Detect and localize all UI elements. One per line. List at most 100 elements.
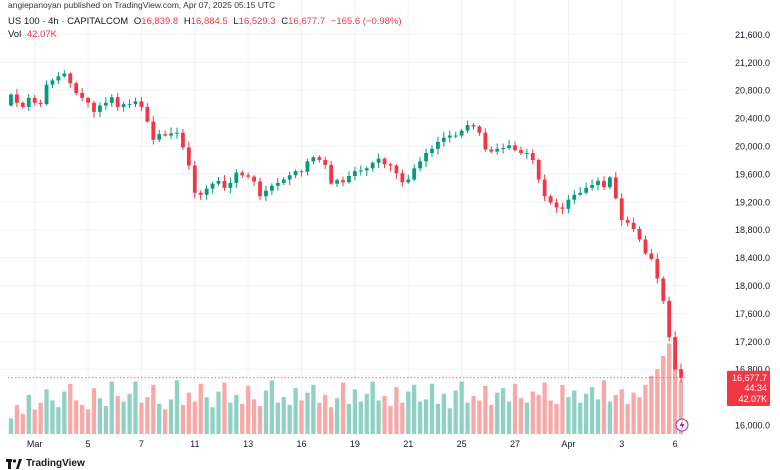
candle-body: [661, 278, 666, 301]
y-tick-label: 19,600.0: [735, 169, 770, 179]
volume-bar: [471, 396, 476, 434]
volume-bar: [251, 399, 257, 434]
volume-bar: [584, 393, 589, 434]
candle-body: [370, 162, 375, 169]
volume-bar: [489, 404, 494, 434]
candles: [9, 70, 683, 383]
candle-body: [465, 125, 470, 131]
candle-body: [424, 152, 428, 162]
candle-body: [305, 161, 310, 172]
candle-body: [222, 180, 227, 188]
candle-body: [655, 259, 660, 279]
candle-body: [293, 171, 298, 176]
tradingview-wordmark: TradingView: [26, 458, 85, 469]
candle-body: [175, 132, 179, 134]
candle-body: [530, 152, 535, 160]
candle-body: [572, 194, 577, 200]
candle-body: [471, 125, 476, 127]
y-tick-label: 18,800.0: [735, 225, 770, 235]
volume-bar: [121, 401, 126, 434]
tradingview-logo[interactable]: TradingView: [6, 458, 85, 469]
candle-body: [74, 83, 79, 94]
candle-body: [181, 132, 185, 148]
candle-body: [418, 161, 423, 169]
volume-bar: [506, 401, 512, 434]
candle-body: [121, 104, 126, 107]
volume-bar: [62, 391, 67, 434]
candle-body: [613, 177, 618, 199]
candle-body: [631, 222, 636, 230]
x-tick-label: 19: [350, 439, 360, 449]
x-tick-label: 5: [86, 439, 91, 449]
volume-bar: [79, 404, 85, 434]
volume-bar: [655, 369, 660, 434]
candle-body: [127, 104, 132, 106]
volume-bar: [115, 396, 120, 434]
x-tick-label: 11: [190, 439, 199, 449]
candle-body: [596, 180, 600, 186]
candle-body: [317, 157, 322, 160]
candle-body: [619, 198, 624, 220]
volume-bar: [518, 398, 524, 434]
candle-body: [584, 187, 589, 193]
candle-body: [50, 80, 55, 85]
candle-body: [240, 172, 245, 176]
x-tick-label: 3: [619, 439, 624, 449]
volume-bar: [311, 384, 316, 434]
candle-body: [347, 176, 351, 183]
candle-body: [364, 168, 369, 171]
candle-body: [44, 84, 49, 105]
publisher-line: angiepanoyan published on TradingView.co…: [8, 0, 278, 10]
time-axis[interactable]: Mar 5 7 11 13 16 19 21 25 27 Apr 3 6: [27, 439, 678, 449]
volume-bar: [352, 389, 358, 434]
candle-body: [192, 165, 197, 193]
volume-bar: [453, 390, 458, 434]
volume-label: Vol: [8, 29, 22, 40]
symbol-label[interactable]: US 100 · 4h · CAPITALCOM: [8, 16, 129, 27]
y-tick-label: 17,200.0: [735, 337, 770, 347]
candle-body: [323, 159, 328, 165]
tradingview-icon: [6, 458, 22, 469]
candle-body: [566, 199, 571, 209]
candle-body: [38, 102, 43, 105]
candle-body: [667, 300, 672, 338]
volume-bar: [91, 388, 97, 434]
low-label: L: [233, 16, 239, 27]
candle-body: [109, 97, 114, 103]
candle-body: [86, 97, 90, 103]
price-axis[interactable]: 21,600.0 21,200.0 20,800.0 20,400.0 20,000.0…: [735, 30, 770, 431]
candle-body: [198, 192, 203, 195]
volume-bar: [186, 392, 191, 434]
x-tick-label: 27: [510, 439, 520, 449]
y-tick-label: 21,600.0: [735, 30, 770, 40]
volume-bar: [649, 375, 654, 434]
volume-bar: [293, 388, 298, 434]
volume-bar: [14, 404, 20, 434]
candle-body: [186, 147, 191, 166]
candle-body: [607, 177, 612, 188]
x-tick-label: Apr: [561, 439, 575, 449]
volume-bar: [566, 397, 571, 434]
candle-body: [477, 126, 482, 133]
volume-bar: [263, 390, 269, 434]
volume-bar: [661, 355, 666, 434]
candle-body: [204, 188, 209, 195]
volume-bar: [595, 399, 601, 434]
volume-bar: [376, 400, 381, 434]
volume-bar: [524, 402, 529, 434]
high-value: 16,884.5: [190, 16, 228, 27]
volume-bar: [198, 383, 203, 434]
volume-bar: [68, 383, 73, 434]
candle-body: [637, 229, 642, 240]
volume-bar: [643, 384, 648, 434]
volume-bar: [536, 394, 541, 434]
volume-bar: [32, 409, 37, 434]
y-tick-label: 20,800.0: [735, 86, 770, 96]
volume-bar: [382, 396, 387, 434]
candle-body: [679, 369, 683, 378]
high-label: H: [183, 16, 191, 27]
candle-body: [20, 102, 25, 107]
close-value: 16,677.7: [288, 16, 326, 27]
candle-body: [62, 73, 67, 77]
